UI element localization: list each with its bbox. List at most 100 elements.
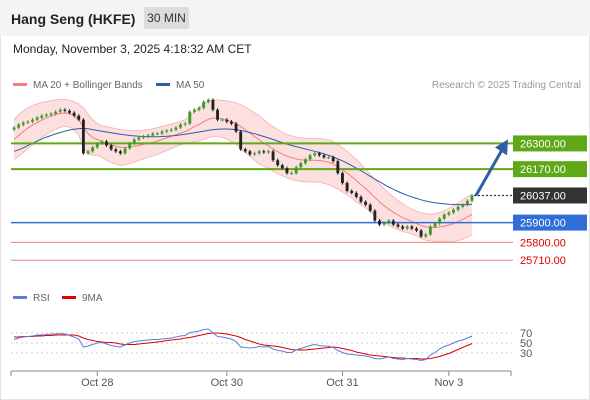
candle-body: [40, 115, 44, 118]
candle-body: [123, 148, 127, 154]
candle-body: [72, 112, 76, 116]
candle-body: [465, 200, 469, 205]
legend-swatch: [62, 295, 76, 299]
candle-body: [86, 151, 90, 154]
candle-body: [151, 133, 155, 136]
x-tick-label: Nov 3: [434, 377, 463, 389]
candle-body: [68, 110, 71, 113]
ma50-line: [13, 127, 473, 206]
candle-body: [105, 141, 108, 146]
candle-body: [234, 123, 238, 132]
candle-body: [216, 109, 219, 120]
legend-label: RSI: [33, 293, 50, 304]
legend-label: 9MA: [82, 293, 103, 304]
candle-body: [262, 151, 266, 153]
candle-body: [109, 145, 113, 150]
candle-body: [317, 153, 321, 156]
candle-body: [433, 223, 437, 227]
candle-body: [91, 147, 95, 152]
candle-body: [12, 127, 16, 130]
candle-body: [308, 155, 312, 160]
ma20-line: [13, 112, 473, 228]
candle-body: [285, 168, 289, 174]
candle-body: [456, 206, 460, 210]
candle-body: [63, 109, 67, 111]
candle-body: [428, 226, 432, 235]
candle-body: [100, 141, 104, 144]
x-tick-label: Oct 30: [211, 377, 243, 389]
candle-body: [137, 137, 141, 140]
candle-body: [336, 161, 340, 174]
x-tick-label: Oct 31: [326, 377, 358, 389]
candle-body: [174, 127, 178, 130]
candle-body: [350, 190, 354, 193]
candle-body: [447, 212, 451, 215]
candle-body: [183, 123, 187, 125]
candle-body: [382, 222, 386, 225]
instrument-title: Hang Seng (HKFE): [11, 11, 136, 27]
candle-body: [179, 124, 182, 128]
legend-rsi-ma: 9MA: [62, 293, 103, 304]
legend-swatch: [156, 82, 170, 86]
price-level-label: 25800.00: [520, 237, 566, 249]
candle-body: [299, 163, 303, 168]
candle-body: [294, 167, 298, 174]
candle-body: [290, 173, 294, 175]
candle-body: [364, 201, 368, 205]
legend-swatch: [13, 295, 27, 299]
candle-body: [155, 133, 159, 135]
candle-body: [192, 109, 196, 112]
bollinger-upper-line: [13, 99, 473, 215]
candle-body: [253, 153, 256, 155]
timestamp: Monday, November 3, 2025 4:18:32 AM CET: [13, 42, 252, 56]
candle-body: [304, 159, 307, 164]
candle-body: [470, 195, 474, 201]
price-level-label: 25900.00: [520, 218, 566, 230]
candle-body: [21, 122, 25, 125]
price-label-box: [513, 214, 587, 231]
candle-body: [461, 204, 465, 207]
candle-body: [58, 109, 62, 112]
candle-body: [345, 183, 349, 191]
candle-body: [401, 226, 405, 229]
price-level-label: 25710.00: [520, 255, 566, 267]
candle-body: [31, 119, 34, 122]
rsi-tick-label: 30: [520, 348, 532, 360]
candle-body: [165, 130, 169, 132]
legend-bollinger: MA 20 + Bollinger Bands: [13, 80, 143, 91]
candle-body: [280, 165, 284, 169]
candle-body: [230, 121, 233, 124]
candle-body: [452, 209, 455, 213]
candle-body: [169, 129, 173, 131]
legend-label: MA 50: [176, 80, 205, 91]
price-level-label: 26170.00: [520, 164, 566, 176]
candle-body: [128, 143, 132, 149]
candle-body: [341, 173, 344, 184]
candle-body: [354, 192, 358, 197]
candle-body: [81, 119, 85, 154]
timeframe-button[interactable]: 30 MIN: [144, 7, 189, 29]
candle-body: [49, 113, 53, 115]
candle-body: [387, 220, 391, 223]
price-level-label: 26300.00: [520, 138, 566, 150]
price-label-box: [513, 135, 587, 152]
candle-body: [26, 121, 30, 123]
candle-body: [239, 131, 243, 150]
candle-body: [44, 114, 48, 116]
candle-body: [220, 119, 224, 121]
candle-body: [313, 153, 317, 156]
candle-body: [267, 151, 270, 153]
candle-body: [396, 224, 400, 227]
candle-body: [331, 157, 335, 162]
rsi-line: [13, 328, 473, 362]
projection-arrow-head: [495, 139, 508, 156]
projection-arrow: [474, 145, 506, 197]
candle-body: [197, 107, 201, 110]
x-tick-label: Oct 28: [81, 377, 113, 389]
header-bar: Hang Seng (HKFE) 30 MIN: [0, 0, 590, 36]
candle-body: [54, 111, 58, 114]
candle-body: [17, 124, 21, 128]
candle-body: [378, 220, 381, 225]
candle-body: [359, 196, 363, 202]
candle-body: [368, 204, 372, 211]
